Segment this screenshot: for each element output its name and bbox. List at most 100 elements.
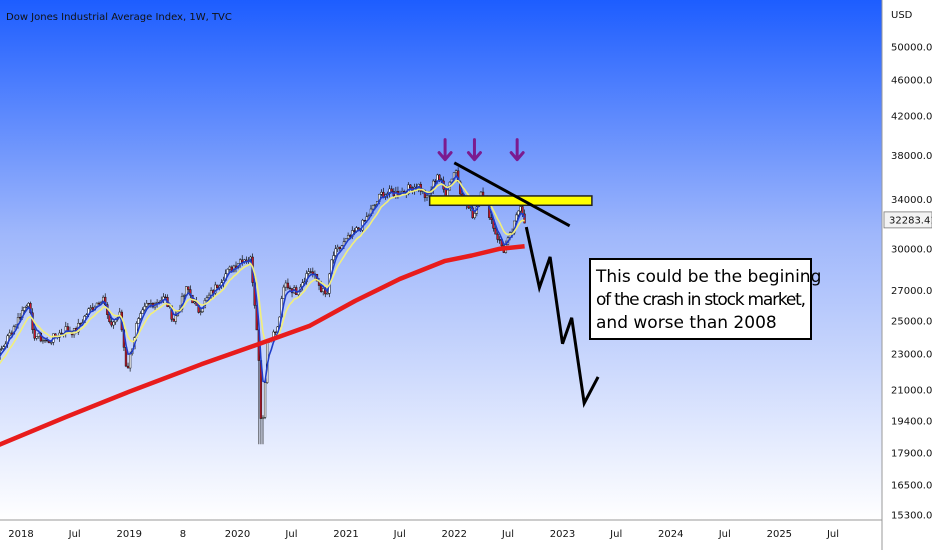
x-tick-label: 2023 <box>550 529 575 540</box>
candle-body <box>137 318 140 324</box>
candle-body <box>438 174 441 180</box>
candle-body <box>286 282 290 289</box>
x-axis-labels: 2018 Jul 2019 8 2020 Jul 2021 Jul 2022 Jul 2023 Jul… <box>8 529 839 540</box>
x-tick-label: 2020 <box>225 529 250 540</box>
candle-body <box>326 293 329 295</box>
y-tick-label: 19400.00 <box>891 417 932 428</box>
x-tick-label: Jul <box>501 529 514 540</box>
candle-body <box>409 184 412 189</box>
candle-body <box>494 228 497 235</box>
chart-title: Dow Jones Industrial Average Index, 1W, … <box>6 12 232 23</box>
candle-body <box>226 268 229 275</box>
candle-body <box>467 205 470 209</box>
y-tick-label: 27000.00 <box>891 286 932 297</box>
candle-body <box>199 311 202 313</box>
candle-body <box>473 213 476 219</box>
candle-body <box>91 307 94 311</box>
candle-body <box>357 227 360 230</box>
candle-body <box>425 195 429 198</box>
candle-body <box>112 321 115 326</box>
candle-body <box>43 339 47 342</box>
candle-body <box>33 329 36 339</box>
candle-body <box>89 307 92 309</box>
trend-line <box>453 161 571 228</box>
candle-body <box>205 297 209 301</box>
candle-body <box>145 303 148 307</box>
candle-body <box>344 238 348 242</box>
candle-body <box>35 336 38 339</box>
y-tick-label: 17900.00 <box>891 448 932 459</box>
candle-body <box>515 214 518 222</box>
y-tick-label: 23000.00 <box>891 349 932 360</box>
candle-body <box>193 301 196 304</box>
series-line-short <box>0 174 526 383</box>
x-tick-label: 2025 <box>767 529 792 540</box>
y-tick-label: 15300.00 <box>891 511 932 522</box>
note-line: and worse than 2008 <box>596 313 777 333</box>
candle-body <box>139 313 142 319</box>
candle-body <box>141 309 144 314</box>
candle-body <box>496 233 499 240</box>
x-tick-label: 2024 <box>658 529 683 540</box>
candle-body <box>353 230 356 232</box>
candle-body <box>209 290 213 296</box>
candle-body <box>174 315 177 322</box>
candle-body <box>380 191 383 195</box>
last-price-tag: 32283.41 <box>883 211 932 229</box>
candle-body <box>143 306 146 311</box>
y-tick-label: 50000.00 <box>891 43 932 54</box>
candle-body <box>519 206 522 212</box>
down-arrow-icon <box>466 138 482 162</box>
candle-body <box>336 246 339 250</box>
y-tick-label: 21000.00 <box>891 385 932 396</box>
note-line: This could be the begining <box>595 267 821 287</box>
last-price-label: 32283.41 <box>889 215 932 226</box>
candle-body <box>110 321 113 326</box>
candle-body <box>371 205 375 210</box>
candle-body <box>23 307 26 311</box>
series-line-medium <box>0 179 525 365</box>
candle-body <box>390 188 393 192</box>
candle-body <box>214 284 217 294</box>
candle-body <box>2 346 5 349</box>
candle-body <box>322 288 325 292</box>
x-tick-label: Jul <box>718 529 731 540</box>
candle-body <box>332 255 335 261</box>
candle-body <box>490 217 493 220</box>
candle-body <box>97 302 101 305</box>
candle-body <box>334 248 337 256</box>
last-price-box <box>883 211 932 229</box>
candle-body <box>126 365 130 369</box>
y-tick-label: 46000.00 <box>891 75 932 86</box>
candle-body <box>373 204 377 206</box>
y-tick-label: 42000.00 <box>891 111 932 122</box>
candle-body <box>434 180 437 183</box>
currency-label: USD <box>891 10 913 21</box>
candle-body <box>164 296 167 298</box>
y-axis-labels: 50000.00 46000.00 42000.00 38000.00 34000.00… <box>891 43 932 522</box>
resistance-zone <box>428 195 593 207</box>
candle-body <box>363 219 366 222</box>
candle-body <box>0 348 3 350</box>
candle-body <box>241 259 244 263</box>
candle-body <box>517 210 520 216</box>
candle-body <box>263 382 267 418</box>
candle-body <box>261 417 265 419</box>
note-box: This could be the begining of the crash i… <box>589 258 821 340</box>
candle-body <box>187 286 190 290</box>
candle-body <box>288 287 292 289</box>
candle-body <box>338 246 341 250</box>
note-line: of the crash in stock market, <box>596 290 806 310</box>
x-tick-label: 2022 <box>442 529 467 540</box>
down-arrow-icon <box>509 138 525 162</box>
note-box-frame <box>589 258 812 340</box>
x-tick-label: 2019 <box>117 529 142 540</box>
x-tick-label: Jul <box>284 529 297 540</box>
candle-body <box>10 332 13 335</box>
candle-body <box>25 305 28 308</box>
x-tick-label: Jul <box>609 529 622 540</box>
y-tick-label: 38000.00 <box>891 151 932 162</box>
projection-path <box>524 226 600 408</box>
candle-body <box>41 339 45 342</box>
